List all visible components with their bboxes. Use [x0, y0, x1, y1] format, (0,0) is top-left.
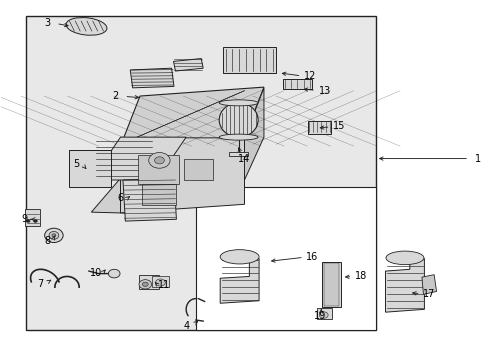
Polygon shape: [91, 137, 186, 180]
Polygon shape: [130, 68, 174, 88]
Bar: [26, 16, 375, 330]
Bar: [69, 150, 111, 187]
Bar: [25, 208, 40, 226]
Ellipse shape: [66, 18, 107, 35]
Text: 3: 3: [44, 18, 51, 28]
Bar: [307, 121, 330, 134]
Polygon shape: [220, 258, 259, 303]
Bar: [317, 308, 331, 319]
Polygon shape: [122, 178, 176, 221]
Circle shape: [26, 220, 30, 222]
Bar: [283, 79, 311, 89]
Ellipse shape: [219, 103, 258, 137]
Text: 6: 6: [117, 193, 123, 203]
Ellipse shape: [49, 231, 59, 239]
Text: 15: 15: [332, 121, 345, 131]
Circle shape: [148, 153, 170, 168]
Text: 7: 7: [37, 279, 43, 289]
Ellipse shape: [52, 234, 56, 237]
Polygon shape: [385, 258, 424, 312]
Text: 9: 9: [21, 214, 28, 224]
Text: 16: 16: [306, 252, 318, 262]
Polygon shape: [421, 275, 436, 294]
Text: 14: 14: [238, 154, 250, 163]
Circle shape: [154, 157, 164, 164]
Bar: [228, 152, 248, 156]
Bar: [183, 158, 212, 180]
Bar: [137, 155, 179, 184]
Ellipse shape: [219, 100, 258, 106]
Text: 8: 8: [44, 236, 51, 246]
Ellipse shape: [44, 228, 63, 243]
Ellipse shape: [385, 251, 423, 265]
Text: 5: 5: [74, 159, 80, 169]
Bar: [142, 184, 176, 205]
Polygon shape: [120, 87, 264, 146]
Polygon shape: [244, 88, 264, 180]
Circle shape: [139, 280, 151, 289]
Text: 4: 4: [183, 321, 189, 332]
Polygon shape: [173, 59, 203, 71]
Bar: [323, 263, 339, 306]
Text: 2: 2: [112, 91, 119, 101]
Circle shape: [319, 312, 327, 318]
Text: 18: 18: [354, 271, 366, 282]
Text: 13: 13: [318, 86, 330, 96]
Bar: [139, 275, 159, 289]
Bar: [196, 187, 375, 330]
Circle shape: [142, 282, 148, 287]
Text: 11: 11: [158, 280, 170, 291]
Polygon shape: [120, 138, 244, 213]
Circle shape: [108, 269, 120, 278]
Text: 1: 1: [474, 154, 480, 163]
Ellipse shape: [219, 134, 258, 140]
Text: 12: 12: [304, 71, 316, 81]
Ellipse shape: [220, 249, 259, 264]
Text: 19: 19: [313, 311, 325, 321]
Circle shape: [33, 220, 37, 222]
Bar: [322, 262, 340, 307]
Circle shape: [155, 279, 165, 286]
Polygon shape: [91, 178, 186, 214]
Bar: [222, 47, 276, 73]
Text: 17: 17: [422, 289, 434, 299]
Bar: [152, 276, 169, 287]
Text: 10: 10: [90, 268, 102, 278]
